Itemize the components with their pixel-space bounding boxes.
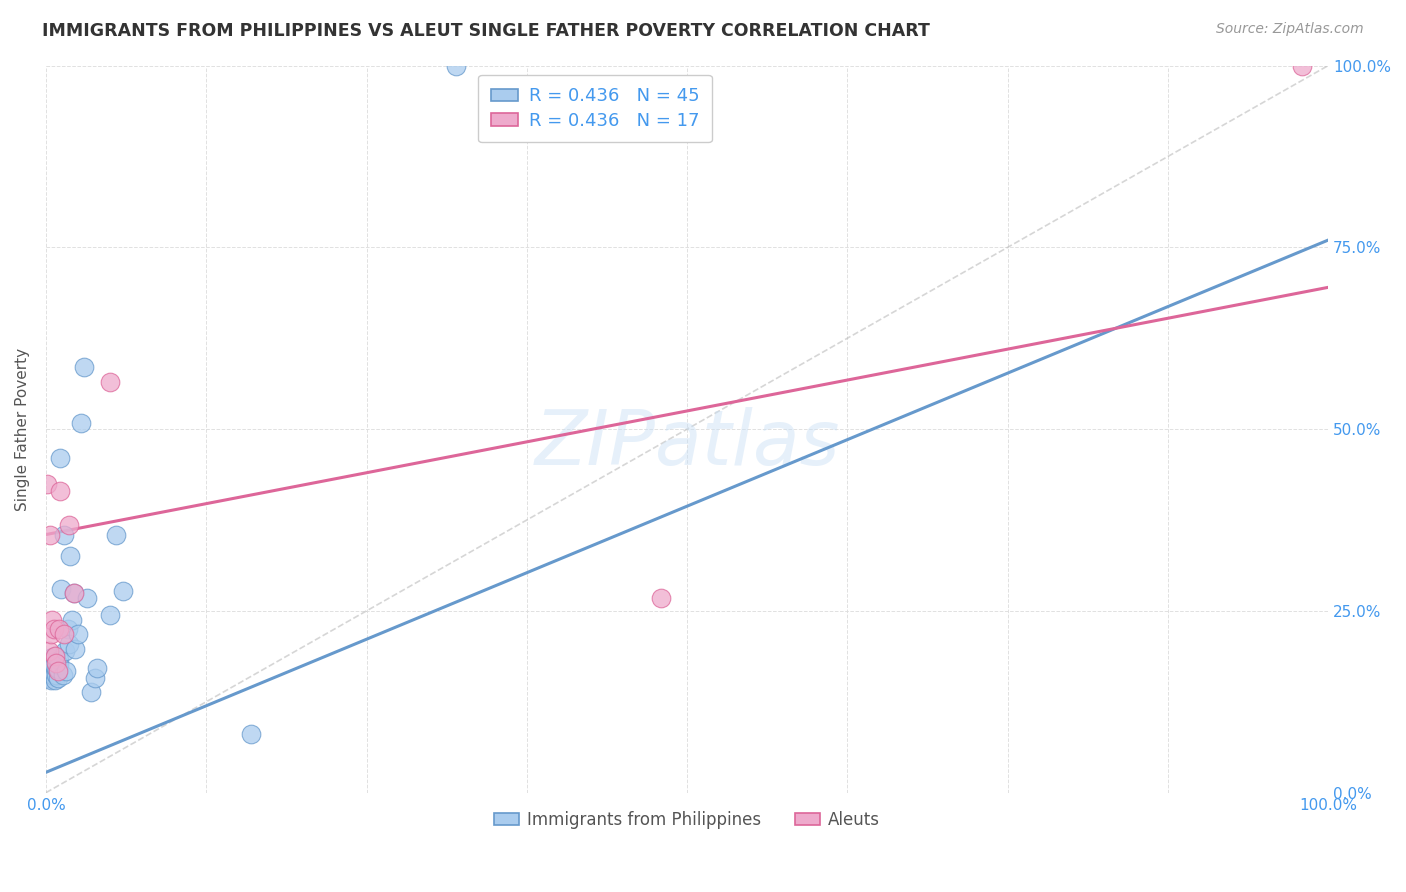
Point xyxy=(58,637,80,651)
Point xyxy=(60,613,83,627)
Point xyxy=(45,660,67,674)
Point xyxy=(38,527,60,541)
Point xyxy=(38,662,60,676)
Point xyxy=(41,655,63,669)
Point xyxy=(39,627,62,641)
Point xyxy=(111,583,134,598)
Point xyxy=(41,664,63,678)
Point xyxy=(650,591,672,605)
Point xyxy=(53,644,76,658)
Point xyxy=(41,613,63,627)
Point xyxy=(48,658,70,673)
Point xyxy=(48,653,70,667)
Point xyxy=(98,607,121,622)
Point xyxy=(86,660,108,674)
Point xyxy=(83,671,105,685)
Point xyxy=(49,483,72,498)
Point xyxy=(44,648,66,663)
Point xyxy=(45,657,67,671)
Point xyxy=(52,668,75,682)
Point xyxy=(59,549,82,564)
Point xyxy=(38,658,60,673)
Point xyxy=(46,671,69,685)
Point xyxy=(39,667,62,681)
Point xyxy=(37,665,59,680)
Point xyxy=(51,582,73,596)
Point xyxy=(55,664,77,678)
Point xyxy=(80,685,103,699)
Point xyxy=(76,591,98,605)
Point xyxy=(46,662,69,676)
Point xyxy=(38,644,60,658)
Point xyxy=(105,527,128,541)
Text: Source: ZipAtlas.com: Source: ZipAtlas.com xyxy=(1216,22,1364,37)
Point xyxy=(44,648,66,663)
Point xyxy=(42,658,65,673)
Point xyxy=(446,59,468,73)
Point xyxy=(58,518,80,533)
Point xyxy=(45,668,67,682)
Point xyxy=(65,641,87,656)
Point xyxy=(63,585,86,599)
Point xyxy=(56,622,79,636)
Point xyxy=(66,627,89,641)
Point xyxy=(39,657,62,671)
Point xyxy=(63,585,86,599)
Y-axis label: Single Father Poverty: Single Father Poverty xyxy=(15,348,30,511)
Point xyxy=(52,627,75,641)
Point xyxy=(42,622,65,636)
Point xyxy=(44,673,66,687)
Point xyxy=(49,451,72,466)
Point xyxy=(38,671,60,685)
Text: IMMIGRANTS FROM PHILIPPINES VS ALEUT SINGLE FATHER POVERTY CORRELATION CHART: IMMIGRANTS FROM PHILIPPINES VS ALEUT SIN… xyxy=(42,22,929,40)
Point xyxy=(41,660,63,674)
Point xyxy=(39,673,62,687)
Point xyxy=(52,527,75,541)
Point xyxy=(42,669,65,683)
Point xyxy=(240,727,263,741)
Point xyxy=(98,375,121,389)
Legend: Immigrants from Philippines, Aleuts: Immigrants from Philippines, Aleuts xyxy=(488,804,887,835)
Point xyxy=(37,476,59,491)
Point xyxy=(69,417,91,431)
Point xyxy=(46,664,69,678)
Text: ZIPatlas: ZIPatlas xyxy=(534,407,839,481)
Point xyxy=(73,360,96,375)
Point xyxy=(38,651,60,665)
Point xyxy=(48,622,70,636)
Point xyxy=(1291,59,1313,73)
